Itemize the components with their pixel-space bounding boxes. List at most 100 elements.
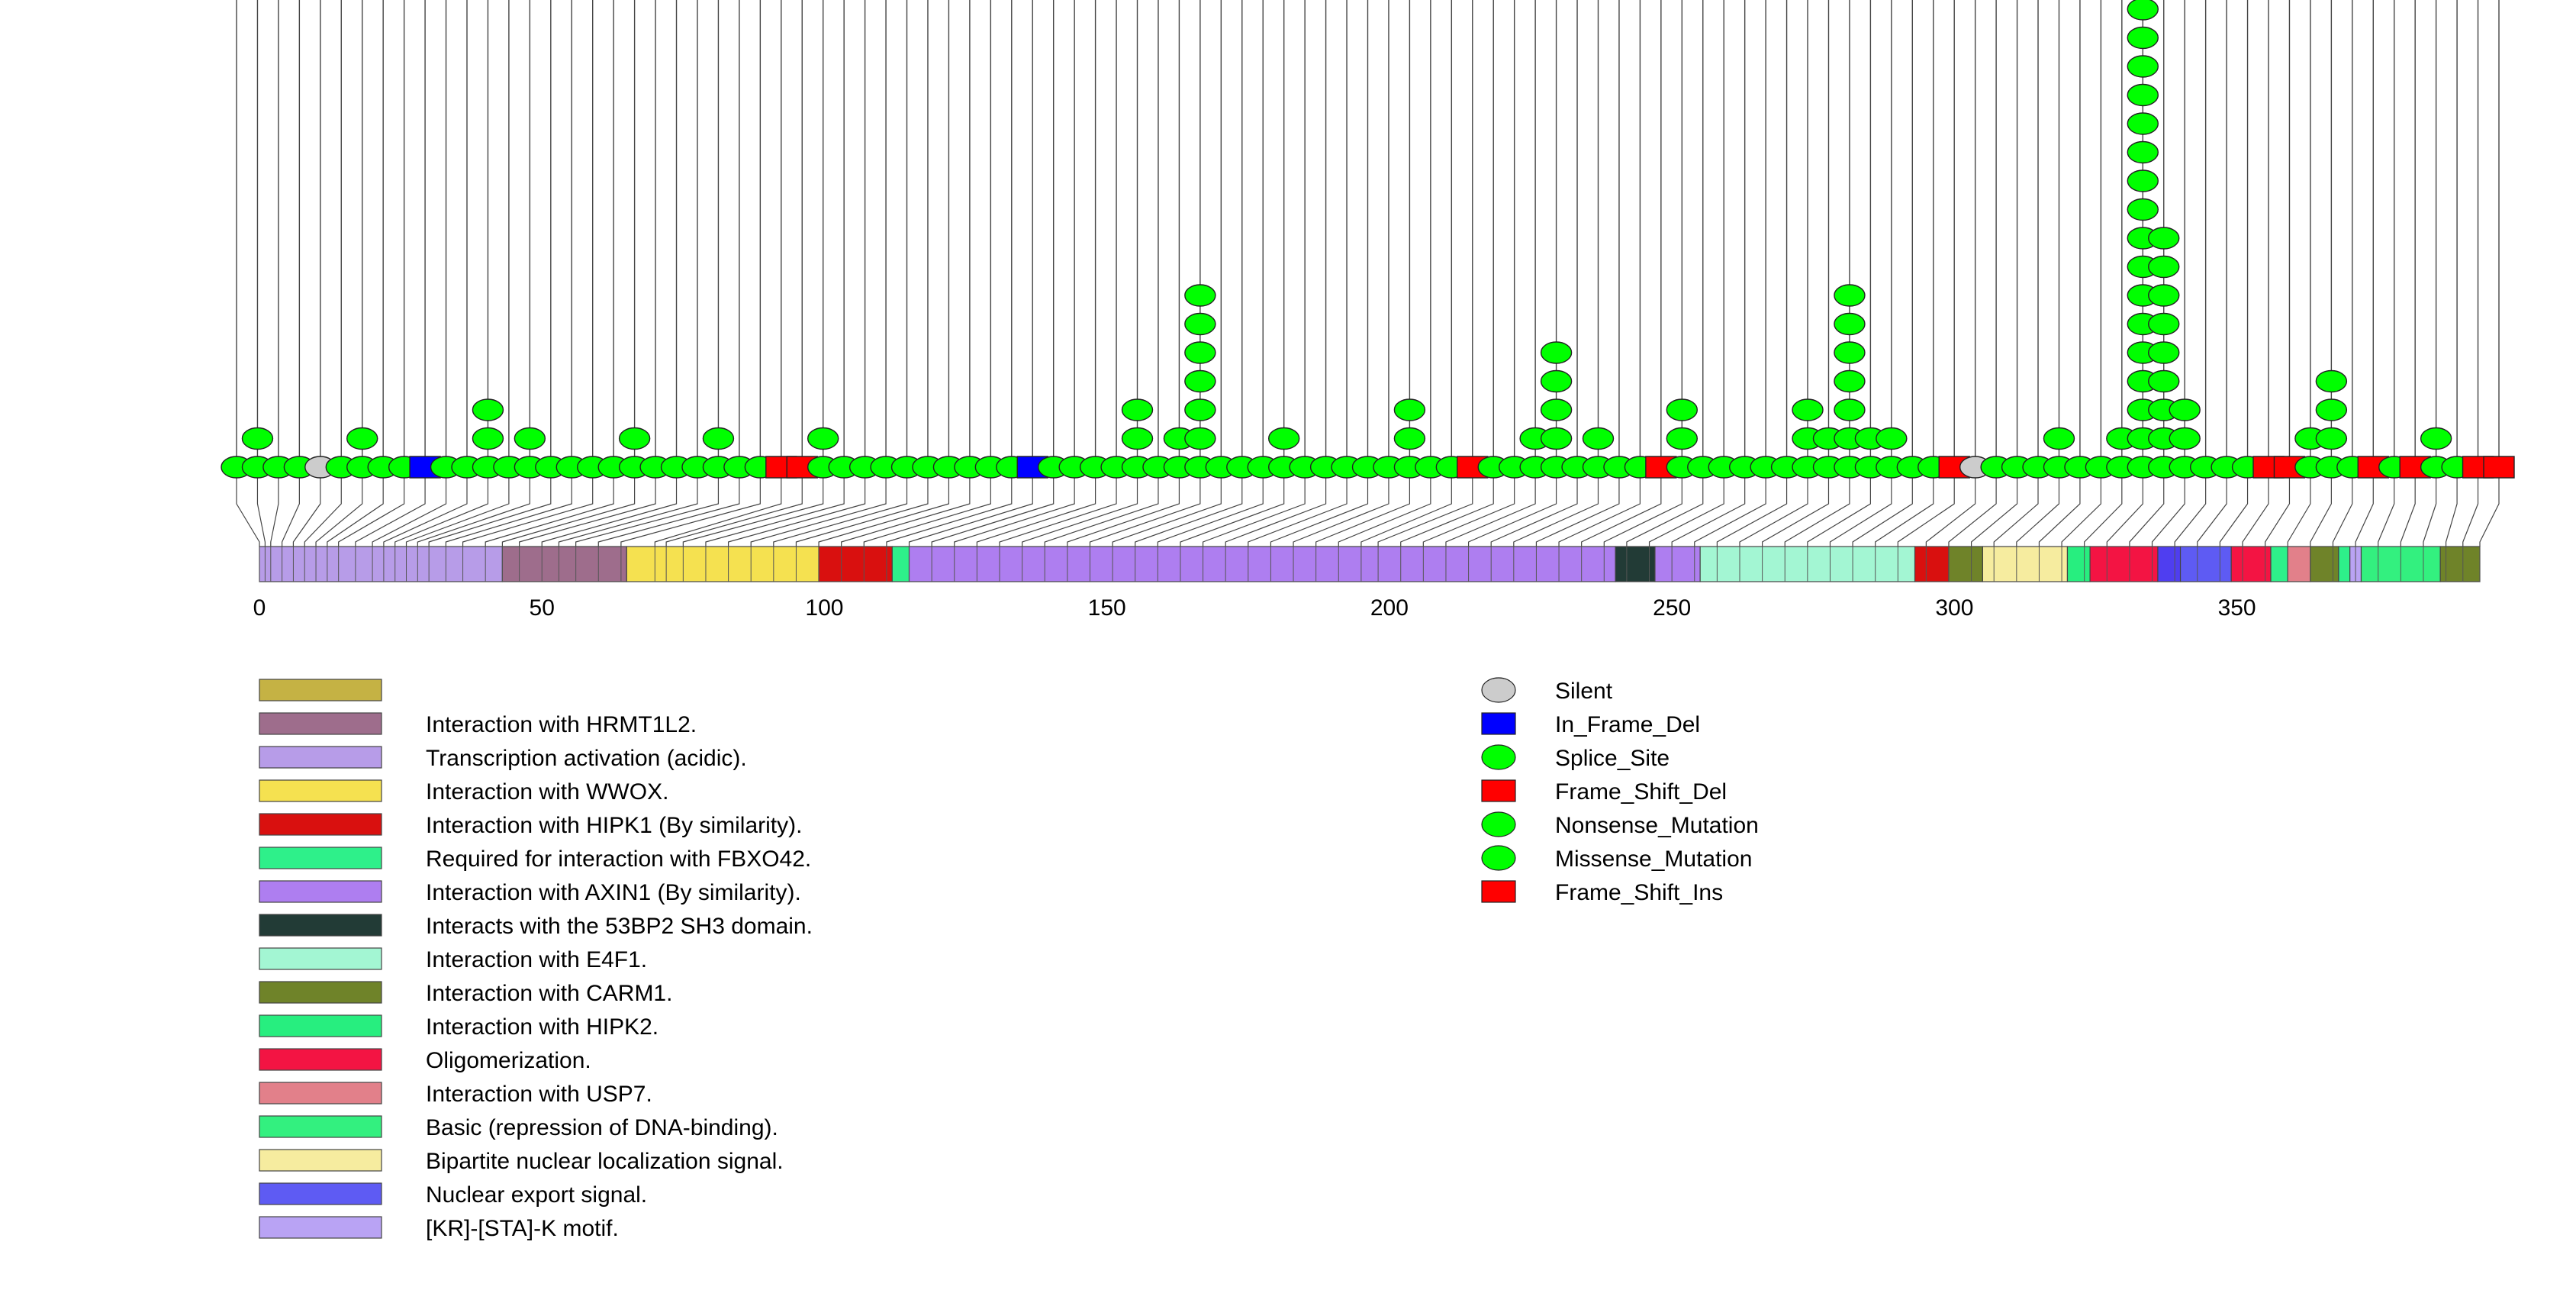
mutation-connector [1400, 467, 1494, 547]
mutation-connector [1044, 467, 1159, 547]
mutation-connector [931, 467, 1055, 547]
mutation-connector [519, 467, 656, 547]
mutation-connector [292, 467, 321, 547]
mutation-connector [1603, 467, 1682, 547]
mutation-connector [1157, 467, 1264, 547]
domain-legend-swatch [259, 1216, 382, 1239]
domain-segment [2270, 546, 2288, 582]
mutation-connector [1112, 467, 1222, 547]
mutation-connector [428, 467, 552, 547]
domain-legend-label: Nuclear export signal. [426, 1182, 647, 1208]
mutation-connector [818, 467, 950, 547]
domain-segment [1982, 546, 2069, 582]
mutation-connector [1360, 467, 1452, 547]
mutation-connector [462, 467, 594, 547]
domain-legend-swatch [259, 1082, 382, 1105]
mutation-marker [2315, 398, 2348, 421]
domain-legend-swatch [259, 981, 382, 1004]
mutation-connector [2423, 467, 2437, 547]
domain-legend-label: Interaction with USP7. [426, 1082, 652, 1107]
mutation-marker [2127, 83, 2159, 107]
mutation-connector [2174, 467, 2207, 547]
mutation-connector [1225, 467, 1327, 547]
mutation-marker [1540, 398, 1573, 421]
mutation-marker [1540, 341, 1573, 364]
mutation-marker [2148, 312, 2180, 336]
mutation-marker [2169, 427, 2201, 450]
domain-legend-label: Interaction with HRMT1L2. [426, 712, 697, 737]
mutation-connector [1377, 467, 1473, 547]
mutation-connector [1925, 467, 1976, 547]
mutation-connector [372, 467, 447, 547]
domain-legend-swatch [259, 712, 382, 735]
mutation-connector [1807, 467, 1871, 547]
domain-segment [2157, 546, 2182, 582]
mutation-marker [514, 427, 546, 450]
mutation-marker [807, 427, 839, 450]
mutation-marker [2127, 55, 2159, 78]
mutation-connector [1535, 467, 1620, 547]
x-tick-label: 150 [1088, 595, 1126, 621]
x-tick-label: 300 [1935, 595, 1973, 621]
mutation-connector [1202, 467, 1306, 547]
mutation-connector [2265, 467, 2291, 547]
mutation-marker [1184, 312, 1216, 336]
mutation-legend-label: Missense_Mutation [1555, 847, 1752, 872]
mutation-connector [2106, 467, 2143, 547]
mutation-marker [1184, 369, 1216, 393]
domain-legend-label: Transcription activation (acidic). [426, 746, 747, 771]
mutation-connector [2479, 467, 2500, 547]
mutation-legend-swatch [1481, 712, 1516, 735]
mutation-connector [1784, 467, 1850, 547]
mutation-marker [2483, 456, 2515, 479]
mutation-connector [2287, 467, 2311, 547]
mutation-connector [315, 467, 363, 547]
mutation-marker [618, 427, 651, 450]
mutation-legend-label: Silent [1555, 679, 1613, 704]
domain-segment [1948, 546, 1983, 582]
mutation-connector [705, 467, 845, 547]
mutation-connector [886, 467, 1013, 547]
mutation-connector [2084, 467, 2123, 547]
domain-legend-label: Interaction with HIPK1 (By similarity). [426, 813, 802, 838]
mutation-marker [2043, 427, 2075, 450]
domain-segment [259, 546, 503, 582]
mutation-marker [1393, 427, 1426, 450]
mutation-marker [1121, 398, 1154, 421]
mutation-marker [2127, 112, 2159, 135]
domain-legend-label: Interaction with E4F1. [426, 947, 647, 972]
mutation-connector [1513, 467, 1599, 547]
mutation-connector [383, 467, 468, 547]
mutation-marker [1834, 341, 1866, 364]
domain-legend-swatch [259, 746, 382, 769]
mutation-connector [558, 467, 698, 547]
mutation-marker [2127, 140, 2159, 164]
mutation-marker [2148, 369, 2180, 393]
mutation-marker [346, 427, 378, 450]
domain-legend-swatch [259, 1048, 382, 1071]
x-tick-label: 0 [253, 595, 266, 621]
mutation-marker [1393, 398, 1426, 421]
domain-legend-swatch [259, 847, 382, 869]
mutation-connector [304, 467, 342, 547]
mutation-connector [2242, 467, 2269, 547]
mutation-marker [2127, 26, 2159, 50]
mutation-marker [1184, 341, 1216, 364]
mutation-connector [270, 467, 279, 547]
mutation-marker [1540, 427, 1573, 450]
mutation-connector [1270, 467, 1369, 547]
domain-legend-label: Interaction with CARM1. [426, 981, 672, 1006]
mutation-marker [2148, 227, 2180, 250]
mutation-connector [1248, 467, 1348, 547]
mutation-connector [2310, 467, 2332, 547]
domain-segment [2439, 546, 2481, 582]
mutation-connector [1897, 467, 1955, 547]
domain-segment [2089, 546, 2159, 582]
mutation-marker [1834, 312, 1866, 336]
mutation-connector [863, 467, 991, 547]
mutation-connector [1422, 467, 1515, 547]
mutation-connector [773, 467, 908, 547]
mutation-connector [2378, 467, 2395, 547]
mutation-connector [1875, 467, 1934, 547]
